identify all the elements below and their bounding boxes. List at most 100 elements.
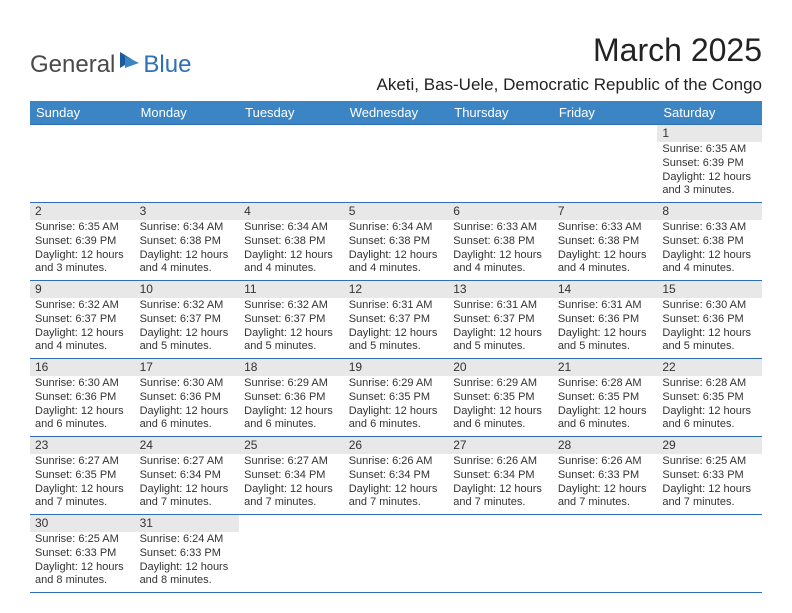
day-header: Monday <box>135 101 240 125</box>
sunset-text: Sunset: 6:34 PM <box>140 469 235 483</box>
sunrise-text: Sunrise: 6:26 AM <box>349 455 444 469</box>
sunrise-text: Sunrise: 6:35 AM <box>662 143 757 157</box>
sunset-text: Sunset: 6:36 PM <box>35 391 130 405</box>
day-info: Sunrise: 6:26 AMSunset: 6:34 PMDaylight:… <box>344 454 449 513</box>
day-number: 14 <box>553 281 658 298</box>
calendar-day-cell: 11Sunrise: 6:32 AMSunset: 6:37 PMDayligh… <box>239 281 344 359</box>
calendar-day-cell: 19Sunrise: 6:29 AMSunset: 6:35 PMDayligh… <box>344 359 449 437</box>
sunset-text: Sunset: 6:35 PM <box>35 469 130 483</box>
sunrise-text: Sunrise: 6:33 AM <box>662 221 757 235</box>
day-info: Sunrise: 6:33 AMSunset: 6:38 PMDaylight:… <box>553 220 658 279</box>
calendar-day-cell: 24Sunrise: 6:27 AMSunset: 6:34 PMDayligh… <box>135 437 240 515</box>
daylight-text: Daylight: 12 hours and 7 minutes. <box>140 483 235 511</box>
day-info: Sunrise: 6:25 AMSunset: 6:33 PMDaylight:… <box>657 454 762 513</box>
calendar-week-row: 9Sunrise: 6:32 AMSunset: 6:37 PMDaylight… <box>30 281 762 359</box>
sunset-text: Sunset: 6:37 PM <box>140 313 235 327</box>
day-info: Sunrise: 6:27 AMSunset: 6:34 PMDaylight:… <box>239 454 344 513</box>
sunset-text: Sunset: 6:38 PM <box>662 235 757 249</box>
day-number: 13 <box>448 281 553 298</box>
sunset-text: Sunset: 6:37 PM <box>453 313 548 327</box>
day-number: 31 <box>135 515 240 532</box>
calendar-day-cell: 14Sunrise: 6:31 AMSunset: 6:36 PMDayligh… <box>553 281 658 359</box>
calendar-week-row: 16Sunrise: 6:30 AMSunset: 6:36 PMDayligh… <box>30 359 762 437</box>
day-info: Sunrise: 6:32 AMSunset: 6:37 PMDaylight:… <box>30 298 135 357</box>
sunset-text: Sunset: 6:35 PM <box>558 391 653 405</box>
day-info: Sunrise: 6:34 AMSunset: 6:38 PMDaylight:… <box>344 220 449 279</box>
day-number: 27 <box>448 437 553 454</box>
day-info: Sunrise: 6:34 AMSunset: 6:38 PMDaylight:… <box>135 220 240 279</box>
day-info: Sunrise: 6:35 AMSunset: 6:39 PMDaylight:… <box>657 142 762 201</box>
calendar-table: Sunday Monday Tuesday Wednesday Thursday… <box>30 101 762 593</box>
header: General Blue March 2025 Aketi, Bas-Uele,… <box>30 32 762 95</box>
calendar-day-cell: 7Sunrise: 6:33 AMSunset: 6:38 PMDaylight… <box>553 203 658 281</box>
day-info: Sunrise: 6:30 AMSunset: 6:36 PMDaylight:… <box>30 376 135 435</box>
calendar-empty-cell <box>448 515 553 593</box>
day-number: 29 <box>657 437 762 454</box>
calendar-day-cell: 25Sunrise: 6:27 AMSunset: 6:34 PMDayligh… <box>239 437 344 515</box>
day-number: 21 <box>553 359 658 376</box>
sunset-text: Sunset: 6:36 PM <box>140 391 235 405</box>
day-number: 19 <box>344 359 449 376</box>
sunrise-text: Sunrise: 6:27 AM <box>244 455 339 469</box>
day-header-row: Sunday Monday Tuesday Wednesday Thursday… <box>30 101 762 125</box>
daylight-text: Daylight: 12 hours and 6 minutes. <box>349 405 444 433</box>
calendar-body: 1Sunrise: 6:35 AMSunset: 6:39 PMDaylight… <box>30 125 762 593</box>
sunrise-text: Sunrise: 6:29 AM <box>453 377 548 391</box>
sunset-text: Sunset: 6:38 PM <box>558 235 653 249</box>
calendar-page: General Blue March 2025 Aketi, Bas-Uele,… <box>0 0 792 613</box>
calendar-day-cell: 6Sunrise: 6:33 AMSunset: 6:38 PMDaylight… <box>448 203 553 281</box>
month-title: March 2025 <box>376 32 762 69</box>
day-info: Sunrise: 6:27 AMSunset: 6:34 PMDaylight:… <box>135 454 240 513</box>
day-number: 3 <box>135 203 240 220</box>
sunrise-text: Sunrise: 6:30 AM <box>35 377 130 391</box>
daylight-text: Daylight: 12 hours and 3 minutes. <box>662 171 757 199</box>
calendar-empty-cell <box>239 125 344 203</box>
day-info: Sunrise: 6:32 AMSunset: 6:37 PMDaylight:… <box>135 298 240 357</box>
day-number: 2 <box>30 203 135 220</box>
day-info: Sunrise: 6:27 AMSunset: 6:35 PMDaylight:… <box>30 454 135 513</box>
day-number: 17 <box>135 359 240 376</box>
calendar-empty-cell <box>30 125 135 203</box>
calendar-week-row: 30Sunrise: 6:25 AMSunset: 6:33 PMDayligh… <box>30 515 762 593</box>
daylight-text: Daylight: 12 hours and 5 minutes. <box>662 327 757 355</box>
calendar-day-cell: 22Sunrise: 6:28 AMSunset: 6:35 PMDayligh… <box>657 359 762 437</box>
sunrise-text: Sunrise: 6:34 AM <box>140 221 235 235</box>
calendar-day-cell: 13Sunrise: 6:31 AMSunset: 6:37 PMDayligh… <box>448 281 553 359</box>
daylight-text: Daylight: 12 hours and 5 minutes. <box>244 327 339 355</box>
day-number: 9 <box>30 281 135 298</box>
day-info: Sunrise: 6:26 AMSunset: 6:34 PMDaylight:… <box>448 454 553 513</box>
daylight-text: Daylight: 12 hours and 3 minutes. <box>35 249 130 277</box>
location: Aketi, Bas-Uele, Democratic Republic of … <box>376 75 762 95</box>
sunrise-text: Sunrise: 6:32 AM <box>140 299 235 313</box>
sunrise-text: Sunrise: 6:31 AM <box>453 299 548 313</box>
calendar-day-cell: 10Sunrise: 6:32 AMSunset: 6:37 PMDayligh… <box>135 281 240 359</box>
sunset-text: Sunset: 6:33 PM <box>662 469 757 483</box>
day-header: Friday <box>553 101 658 125</box>
daylight-text: Daylight: 12 hours and 6 minutes. <box>140 405 235 433</box>
calendar-day-cell: 16Sunrise: 6:30 AMSunset: 6:36 PMDayligh… <box>30 359 135 437</box>
calendar-day-cell: 1Sunrise: 6:35 AMSunset: 6:39 PMDaylight… <box>657 125 762 203</box>
sunset-text: Sunset: 6:33 PM <box>140 547 235 561</box>
day-number: 4 <box>239 203 344 220</box>
calendar-day-cell: 23Sunrise: 6:27 AMSunset: 6:35 PMDayligh… <box>30 437 135 515</box>
sunset-text: Sunset: 6:36 PM <box>244 391 339 405</box>
daylight-text: Daylight: 12 hours and 4 minutes. <box>453 249 548 277</box>
daylight-text: Daylight: 12 hours and 5 minutes. <box>349 327 444 355</box>
calendar-day-cell: 8Sunrise: 6:33 AMSunset: 6:38 PMDaylight… <box>657 203 762 281</box>
day-number: 15 <box>657 281 762 298</box>
logo-flag-icon <box>119 50 141 79</box>
sunset-text: Sunset: 6:37 PM <box>244 313 339 327</box>
sunset-text: Sunset: 6:34 PM <box>349 469 444 483</box>
day-info: Sunrise: 6:29 AMSunset: 6:36 PMDaylight:… <box>239 376 344 435</box>
daylight-text: Daylight: 12 hours and 5 minutes. <box>140 327 235 355</box>
sunrise-text: Sunrise: 6:27 AM <box>35 455 130 469</box>
calendar-day-cell: 15Sunrise: 6:30 AMSunset: 6:36 PMDayligh… <box>657 281 762 359</box>
daylight-text: Daylight: 12 hours and 8 minutes. <box>140 561 235 589</box>
day-header: Saturday <box>657 101 762 125</box>
sunset-text: Sunset: 6:36 PM <box>662 313 757 327</box>
calendar-day-cell: 27Sunrise: 6:26 AMSunset: 6:34 PMDayligh… <box>448 437 553 515</box>
calendar-day-cell: 3Sunrise: 6:34 AMSunset: 6:38 PMDaylight… <box>135 203 240 281</box>
day-number: 18 <box>239 359 344 376</box>
sunset-text: Sunset: 6:33 PM <box>35 547 130 561</box>
sunrise-text: Sunrise: 6:24 AM <box>140 533 235 547</box>
